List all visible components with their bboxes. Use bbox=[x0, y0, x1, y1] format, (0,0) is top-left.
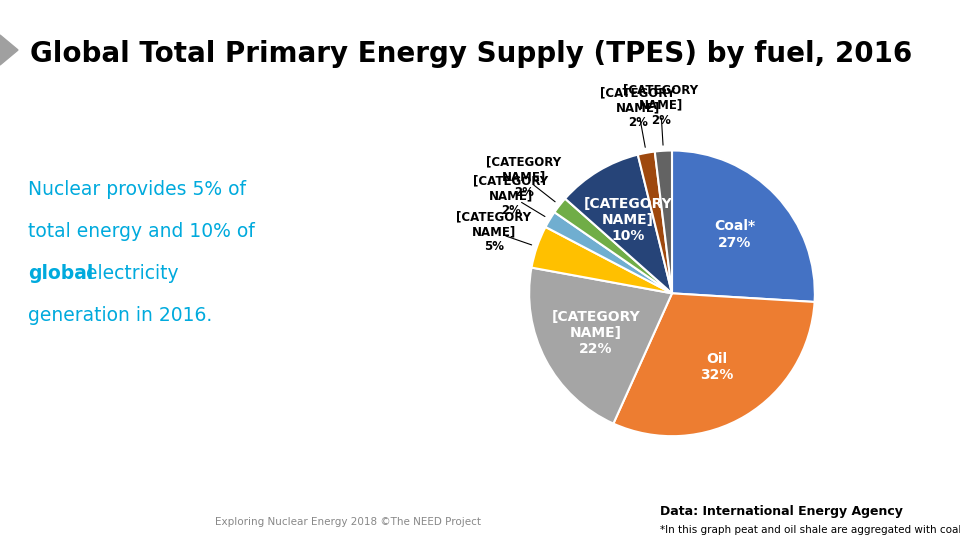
Text: global: global bbox=[28, 264, 93, 283]
Text: Nuclear provides 5% of: Nuclear provides 5% of bbox=[28, 180, 246, 199]
Text: [CATEGORY
NAME]
2%: [CATEGORY NAME] 2% bbox=[623, 84, 698, 127]
Text: [CATEGORY
NAME]
5%: [CATEGORY NAME] 5% bbox=[456, 211, 531, 253]
Wedge shape bbox=[532, 227, 672, 293]
Text: [CATEGORY
NAME]
2%: [CATEGORY NAME] 2% bbox=[473, 174, 548, 217]
Text: [CATEGORY
NAME]
10%: [CATEGORY NAME] 10% bbox=[584, 197, 672, 243]
Text: Global Total Primary Energy Supply (TPES) by fuel, 2016: Global Total Primary Energy Supply (TPES… bbox=[30, 40, 912, 68]
Text: total energy and 10% of: total energy and 10% of bbox=[28, 222, 254, 241]
Wedge shape bbox=[529, 268, 672, 423]
Wedge shape bbox=[565, 154, 672, 293]
Polygon shape bbox=[0, 35, 18, 65]
Text: Data: International Energy Agency: Data: International Energy Agency bbox=[660, 505, 902, 518]
Text: Oil
32%: Oil 32% bbox=[700, 352, 733, 382]
Text: [CATEGORY
NAME]
22%: [CATEGORY NAME] 22% bbox=[552, 310, 640, 356]
Wedge shape bbox=[555, 199, 672, 293]
Text: electricity: electricity bbox=[80, 264, 179, 283]
Wedge shape bbox=[545, 212, 672, 293]
Wedge shape bbox=[672, 151, 815, 302]
Text: generation in 2016.: generation in 2016. bbox=[28, 306, 212, 325]
Text: [CATEGORY
NAME]
2%: [CATEGORY NAME] 2% bbox=[486, 156, 562, 199]
Text: [CATEGORY
NAME]
2%: [CATEGORY NAME] 2% bbox=[600, 86, 676, 130]
Wedge shape bbox=[637, 152, 672, 293]
Text: *In this graph peat and oil shale are aggregated with coal: *In this graph peat and oil shale are ag… bbox=[660, 525, 960, 535]
Text: Coal*
27%: Coal* 27% bbox=[714, 219, 755, 249]
Wedge shape bbox=[613, 293, 815, 436]
Text: Exploring Nuclear Energy 2018 ©The NEED Project: Exploring Nuclear Energy 2018 ©The NEED … bbox=[215, 517, 481, 527]
Wedge shape bbox=[655, 151, 672, 293]
